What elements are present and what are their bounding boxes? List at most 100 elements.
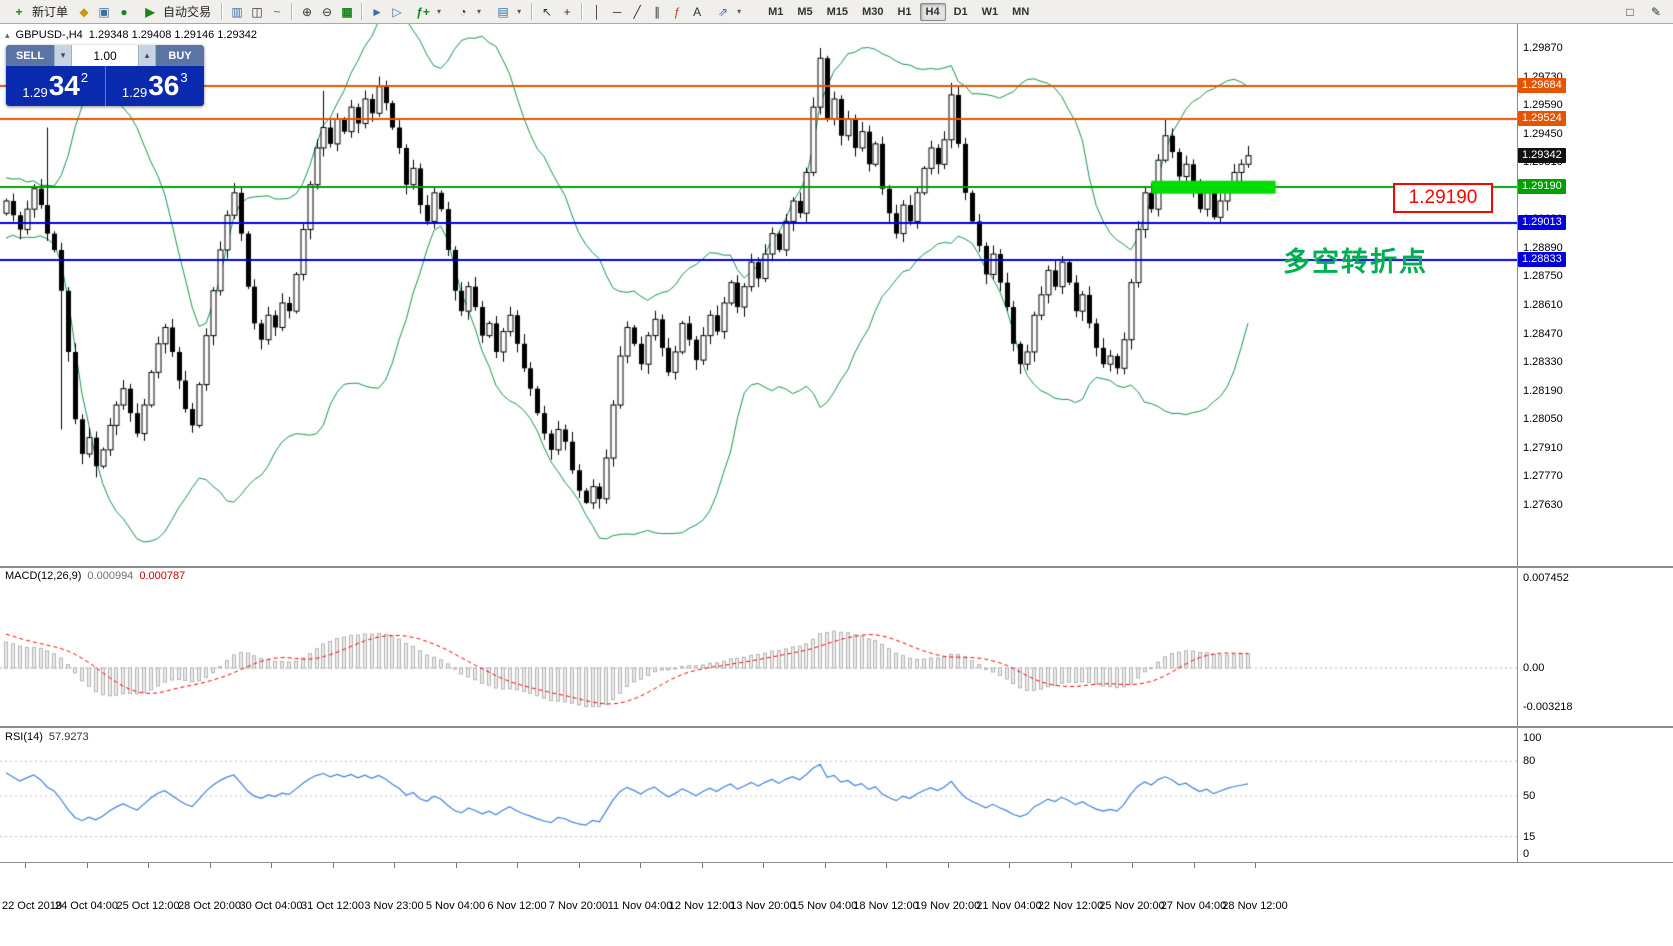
time-axis-label: 11 Nov 04:00 (607, 900, 673, 912)
lot-size-input[interactable] (72, 45, 138, 66)
zoom-out-icon[interactable]: ⊖ (322, 4, 333, 19)
time-axis-tick (1132, 863, 1133, 868)
price-tag-box[interactable]: 1.29190 (1393, 183, 1493, 213)
sell-price-sup: 2 (80, 70, 89, 85)
periods-button[interactable]: ◔ ▾ (447, 1, 487, 23)
main-chart-canvas[interactable] (0, 24, 1517, 566)
periods-icon: ◔ (459, 4, 467, 19)
timeframe-button-m30[interactable]: M30 (862, 5, 884, 18)
data-window-icon[interactable]: ▣ (98, 4, 110, 19)
channel-icon[interactable]: ∥ (654, 4, 661, 19)
zoom-in-icon[interactable]: ⊕ (302, 4, 313, 19)
tile-windows-icon[interactable]: ▦ (341, 4, 353, 19)
macd-scale-label: -0.003218 (1523, 700, 1573, 713)
crosshair-icon[interactable]: + (563, 4, 571, 19)
time-axis-tick (271, 863, 272, 868)
sell-price-prefix: 1.29 (22, 85, 48, 100)
metaeditor-icon[interactable]: ◆ (79, 4, 89, 19)
time-axis[interactable] (0, 863, 1673, 946)
horizontal-line-icon[interactable]: ─ (612, 4, 622, 19)
time-axis-label: 28 Oct 20:00 (178, 900, 241, 912)
time-axis-tick (1193, 863, 1195, 868)
time-axis-tick (1009, 863, 1010, 868)
toolbar-right-group: □ ✎ (1620, 2, 1670, 22)
time-axis-tick (148, 863, 149, 868)
price-scale-label: 1.29450 (1523, 127, 1563, 140)
time-axis-label: 5 Nov 04:00 (425, 900, 486, 912)
new-order-label: 新订单 (32, 5, 69, 19)
sell-button[interactable]: SELL (6, 45, 54, 66)
autotrading-label: 自动交易 (163, 5, 212, 19)
price-scale-label: 1.28190 (1523, 384, 1563, 397)
rsi-title: RSI(14) (5, 731, 43, 743)
candlestick-chart-icon[interactable]: ◫ (251, 4, 263, 19)
timeframe-button-h4[interactable]: H4 (919, 2, 946, 21)
time-axis-tick (517, 863, 518, 868)
fibonacci-icon[interactable]: ƒ (673, 4, 681, 19)
rsi-scale-label: 50 (1523, 790, 1536, 802)
new-order-button[interactable]: + 新订单 (3, 1, 74, 23)
cursor-icon[interactable]: ↖ (542, 4, 553, 19)
time-axis-label: 12 Nov 12:00 (668, 900, 735, 912)
time-axis-label: 30 Oct 04:00 (239, 900, 303, 912)
price-axis[interactable] (1517, 24, 1673, 946)
timeframe-button-m1[interactable]: M1 (768, 5, 784, 18)
buy-button[interactable]: BUY (156, 45, 204, 66)
timeframe-button-h1[interactable]: H1 (897, 5, 912, 18)
lot-increase-button[interactable]: ▴ (138, 45, 156, 66)
navigator-icon[interactable]: ● (120, 4, 128, 19)
time-axis-label: 25 Nov 20:00 (1099, 900, 1165, 912)
time-axis-label: 3 Nov 23:00 (364, 900, 424, 912)
timeframe-group: M1 M5 M15 M30 H1 H4 D1 W1 MN (761, 2, 1036, 21)
rsi-label: RSI(14) 57.9273 (5, 731, 89, 743)
text-tool-icon[interactable]: A (693, 4, 702, 19)
sell-price-button[interactable]: 1.29 34 2 (6, 66, 105, 106)
time-axis-label: 15 Nov 04:00 (791, 900, 858, 912)
arrows-tool-button[interactable]: ⇗ ▾ (707, 1, 747, 23)
time-axis-tick (25, 863, 26, 868)
time-axis-divider[interactable] (0, 862, 1673, 863)
auto-scroll-icon[interactable]: ► (371, 4, 383, 19)
time-axis-label: 19 Nov 20:00 (914, 900, 981, 912)
time-axis-tick (824, 863, 826, 868)
price-scale-label: 1.28750 (1523, 270, 1563, 283)
trendline-icon[interactable]: ╱ (633, 4, 641, 19)
price-scale-label: 1.28330 (1523, 356, 1563, 369)
indicators-icon: ƒ+ (416, 4, 430, 19)
timeframe-button-m15[interactable]: M15 (826, 5, 849, 18)
time-axis-tick (1255, 863, 1256, 868)
macd-label: MACD(12,26,9) 0.000994 0.000787 (5, 570, 185, 582)
one-click-trading-panel: SELL ▾ ▴ BUY 1.29 34 2 1.29 36 3 (6, 45, 204, 106)
timeframe-button-m5[interactable]: M5 (797, 5, 813, 18)
indicators-button[interactable]: ƒ+ ▾ (407, 1, 447, 23)
timeframe-button-d1[interactable]: D1 (953, 5, 968, 18)
arrows-tool-icon: ⇗ (718, 4, 729, 19)
lot-decrease-button[interactable]: ▾ (54, 45, 72, 66)
templates-button[interactable]: ▤ ▾ (487, 1, 527, 23)
buy-price-prefix: 1.29 (121, 85, 148, 100)
buy-price-button[interactable]: 1.29 36 3 (104, 66, 205, 106)
time-axis-tick (701, 863, 703, 868)
macd-scale-label: 0.00 (1523, 662, 1545, 674)
price-scale-label: 1.27770 (1523, 470, 1563, 483)
rsi-panel-canvas[interactable] (0, 728, 1517, 862)
panel-divider[interactable] (0, 726, 1673, 728)
pivot-annotation-text[interactable]: 多空转折点 (1283, 247, 1428, 277)
macd-panel-canvas[interactable] (0, 568, 1517, 726)
timeframe-button-mn[interactable]: MN (1012, 5, 1030, 18)
price-badge: 1.28833 (1518, 252, 1566, 268)
autotrading-button[interactable]: ▶ 自动交易 (134, 1, 217, 23)
toolbar-extra-icon-2[interactable]: ✎ (1650, 4, 1662, 19)
time-axis-tick (947, 863, 949, 868)
toolbar-extra-icon-1[interactable]: □ (1626, 4, 1634, 19)
line-chart-icon[interactable]: ~ (273, 4, 281, 19)
chart-shift-icon[interactable]: ▷ (392, 4, 402, 19)
panel-divider[interactable] (0, 566, 1673, 568)
collapse-icon[interactable]: ▴ (5, 29, 10, 40)
templates-icon: ▤ (497, 4, 509, 19)
toolbar: + 新订单 ◆ ▣ ● ▶ 自动交易 ▥ ◫ ~ ⊕ ⊖ ▦ ► ▷ ƒ+ ▾ … (0, 0, 1673, 24)
timeframe-button-w1[interactable]: W1 (981, 5, 999, 18)
time-axis-label: 21 Nov 04:00 (976, 900, 1042, 912)
bars-chart-icon[interactable]: ▥ (231, 4, 243, 19)
vertical-line-icon[interactable]: │ (593, 4, 601, 19)
